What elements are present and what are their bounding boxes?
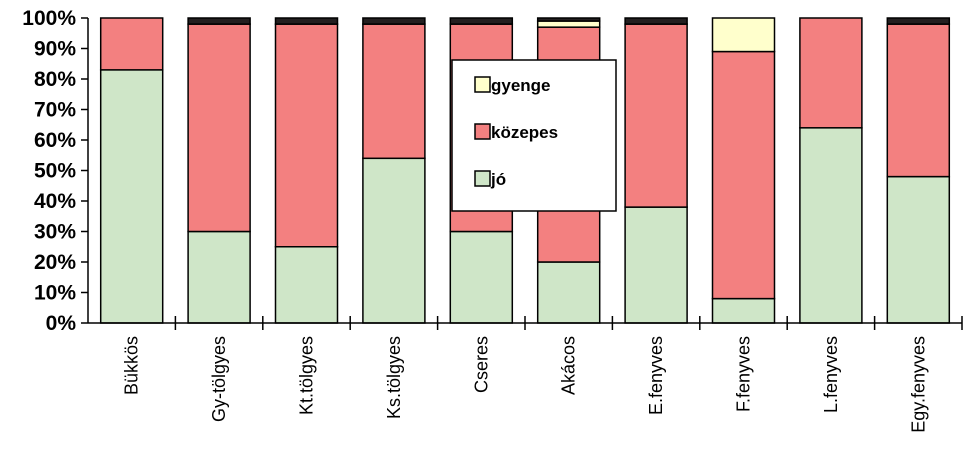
x-tick-label-ks-tolgyes: Ks.tölgyes	[384, 336, 404, 419]
x-tick-label-f-fenyves: F.fenyves	[734, 336, 754, 412]
bar-l-fenyves-jo	[799, 127, 863, 324]
legend-label-jo: jó	[490, 170, 506, 189]
bar-akacos-series-4	[536, 17, 601, 22]
axes-layer	[81, 17, 963, 330]
y-tick-labels: 0% 10% 20% 30% 40% 50% 60% 70% 80% 90% 100%	[22, 7, 76, 335]
bar-e-fenyves-jo	[624, 206, 688, 324]
y-tick-label: 0%	[46, 312, 77, 335]
y-tick-label: 50%	[34, 160, 76, 183]
y-tick-label: 40%	[34, 190, 76, 213]
y-tick-label: 20%	[34, 251, 76, 274]
bar-gy-tolgyes-kozepes	[187, 23, 251, 233]
bar-ks-tolgyes-series-4	[362, 17, 426, 25]
bar-egy-fenyves-kozepes	[886, 23, 951, 178]
legend-label-kozepes: közepes	[491, 123, 558, 142]
y-tick-label: 10%	[34, 282, 76, 305]
bar-egy-fenyves-series-4	[886, 17, 951, 25]
x-tick-label-kt-tolgyes: Kt.tölgyes	[297, 336, 317, 415]
y-tick-label: 90%	[34, 38, 76, 61]
bar-kt-tolgyes-kozepes	[274, 23, 339, 248]
x-tick-label-bukkos: Bükkös	[122, 336, 142, 395]
bar-gy-tolgyes-series-4	[187, 17, 251, 25]
bar-f-fenyves-jo	[711, 297, 776, 324]
bar-akacos-jo	[536, 261, 601, 324]
bar-akacos-gyenge	[536, 20, 601, 28]
bar-gy-tolgyes-jo	[187, 230, 251, 324]
legend-swatch-gyenge	[474, 76, 491, 93]
bar-e-fenyves-series-4	[624, 17, 688, 25]
x-tick-label-cseres: Cseres	[471, 336, 491, 393]
x-tick-label-l-fenyves: L.fenyves	[821, 336, 841, 413]
bar-ks-tolgyes-kozepes	[362, 23, 426, 160]
y-tick-label: 60%	[34, 129, 76, 152]
bar-ks-tolgyes-jo	[362, 157, 426, 324]
x-tick-label-egy-fenyves: Egy.fenyves	[908, 336, 928, 433]
legend-label-gyenge: gyenge	[491, 76, 551, 95]
y-tick-label: 100%	[22, 7, 76, 30]
bar-f-fenyves-gyenge	[711, 17, 776, 53]
bar-bukkos-kozepes	[99, 17, 164, 71]
bar-egy-fenyves-jo	[886, 175, 951, 324]
bar-kt-tolgyes-jo	[274, 246, 339, 324]
bar-bukkos-jo	[99, 69, 164, 324]
x-tick-label-gy-tolgyes: Gy-tölgyes	[209, 336, 229, 422]
x-tick-labels: Bükkös Gy-tölgyes Kt.tölgyes Ks.tölgyes Cser…	[122, 336, 929, 433]
x-tick-label-akacos: Akácos	[559, 336, 579, 395]
x-tick-label-e-fenyves: E.fenyves	[646, 336, 666, 415]
legend: gyenge közepes jó	[451, 59, 617, 212]
bar-f-fenyves-kozepes	[711, 50, 776, 300]
bar-cseres-jo	[449, 230, 514, 324]
y-tick-label: 70%	[34, 99, 76, 122]
bar-kt-tolgyes-series-4	[274, 17, 339, 25]
bar-e-fenyves-kozepes	[624, 23, 688, 208]
y-tick-label: 80%	[34, 68, 76, 91]
y-tick-label: 30%	[34, 221, 76, 244]
legend-swatch-jo	[474, 170, 491, 187]
legend-swatch-kozepes	[474, 123, 491, 140]
bar-cseres-series-4	[449, 17, 514, 25]
bar-l-fenyves-kozepes	[799, 17, 863, 129]
